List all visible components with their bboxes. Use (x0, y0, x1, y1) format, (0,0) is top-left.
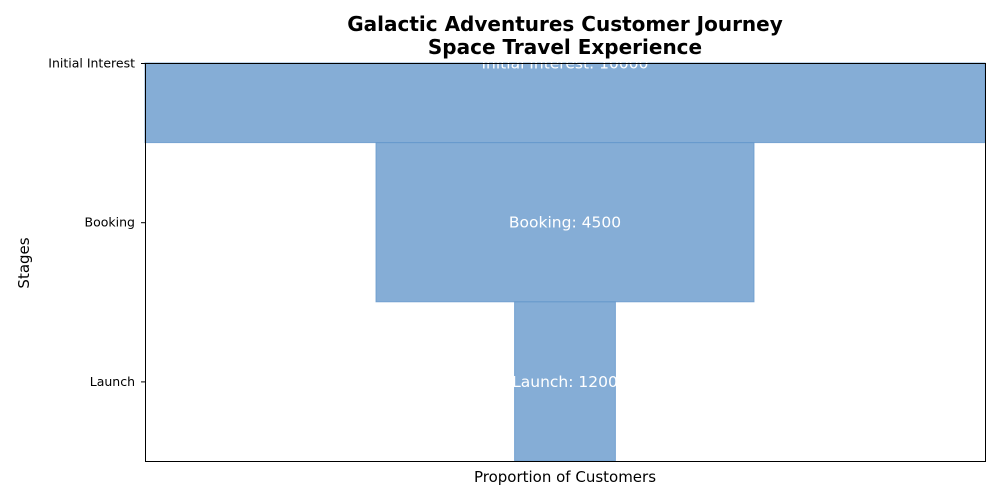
y-tick-label: Launch (90, 374, 135, 389)
x-axis-label: Proportion of Customers (474, 468, 656, 486)
data-label-booking: Booking: 4500 (509, 214, 621, 232)
y-tick-label: Initial Interest (48, 56, 135, 71)
y-axis-label: Stages (15, 237, 33, 288)
funnel-bars (145, 63, 985, 461)
y-tick-label: Booking (85, 215, 135, 230)
funnel-bar-initial-interest (145, 63, 985, 143)
chart-title-line-1: Galactic Adventures Customer Journey (347, 12, 783, 36)
data-label-launch: Launch: 1200 (512, 373, 618, 391)
chart-title-line-2: Space Travel Experience (428, 35, 702, 59)
y-axis-ticks: Initial Interest Booking Launch (48, 56, 145, 389)
